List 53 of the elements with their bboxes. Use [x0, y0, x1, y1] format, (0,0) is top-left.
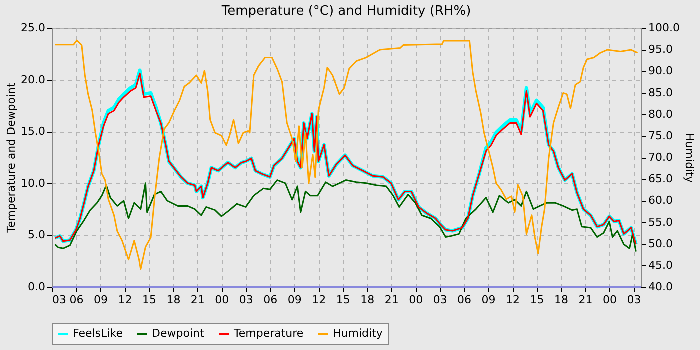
x-tick-label: 21	[384, 294, 399, 306]
y2-tick-label: 90.0	[648, 64, 673, 78]
x-tick-label: 00	[215, 294, 230, 306]
legend-label: Dewpoint	[152, 327, 205, 340]
x-tick-label: 03	[52, 294, 66, 306]
y2-tick-label: 70.0	[648, 151, 673, 164]
x-tick-label: 15	[142, 294, 156, 306]
x-tick-label: 00	[409, 294, 424, 306]
legend-label: Humidity	[333, 327, 384, 340]
x-tick-label: 15	[336, 294, 350, 306]
y2-tick-label: 85.0	[648, 86, 673, 100]
x-tick-label: 18	[360, 294, 375, 306]
x-tick-label: 18	[554, 294, 569, 306]
y2-tick-label: 75.0	[648, 129, 673, 142]
x-tick-label: 15	[530, 294, 544, 306]
y2-tick-label: 55.0	[648, 216, 673, 229]
y-tick-label: 10.0	[21, 176, 46, 190]
y-tick-label: 15.0	[21, 125, 46, 138]
x-tick-label: 12	[118, 294, 132, 306]
legend-label: Temperature	[233, 327, 304, 340]
x-tick-label: 00	[602, 294, 617, 306]
y2-tick-label: 100.0	[648, 22, 680, 34]
y-tick-label: 5.0	[28, 228, 46, 242]
y2-tick-label: 45.0	[648, 258, 673, 272]
y2-tick-label: 95.0	[648, 43, 673, 56]
x-tick-label: 18	[166, 294, 181, 306]
y-tick-label: 0.0	[28, 280, 46, 294]
y-tick-label: 20.0	[21, 73, 46, 86]
chart-title: Temperature (°C) and Humidity (RH%)	[220, 4, 472, 19]
x-tick-label: 03	[433, 294, 448, 306]
x-tick-label: 09	[482, 294, 496, 306]
x-tick-label: 09	[288, 294, 302, 306]
x-tick-label: 06	[458, 294, 472, 306]
line-series	[54, 40, 639, 270]
x-tick-label: 12	[312, 294, 326, 306]
x-tick-label: 03	[627, 294, 642, 306]
y2-tick-label: 60.0	[648, 194, 673, 208]
x-tick-label: 21	[190, 294, 205, 306]
y2-tick-label: 65.0	[648, 172, 673, 186]
y2-tick-label: 40.0	[648, 280, 673, 294]
y-tick-label: 25.0	[21, 22, 46, 34]
x-tick-label: 06	[264, 294, 278, 306]
y2-tick-label: 80.0	[648, 108, 673, 121]
x-tick-label: 03	[239, 294, 254, 306]
line-series	[54, 180, 637, 253]
y-axis-title: Temperature and Dewpoint	[5, 82, 18, 234]
x-tick-label: 12	[506, 294, 520, 306]
x-tick-label: 21	[578, 294, 593, 306]
x-tick-label: 09	[94, 294, 108, 306]
y2-tick-label: 50.0	[648, 237, 673, 250]
x-tick-label: 06	[70, 294, 84, 306]
y2-axis-title: Humidity	[682, 133, 696, 184]
legend-label: FeelsLike	[73, 327, 124, 340]
